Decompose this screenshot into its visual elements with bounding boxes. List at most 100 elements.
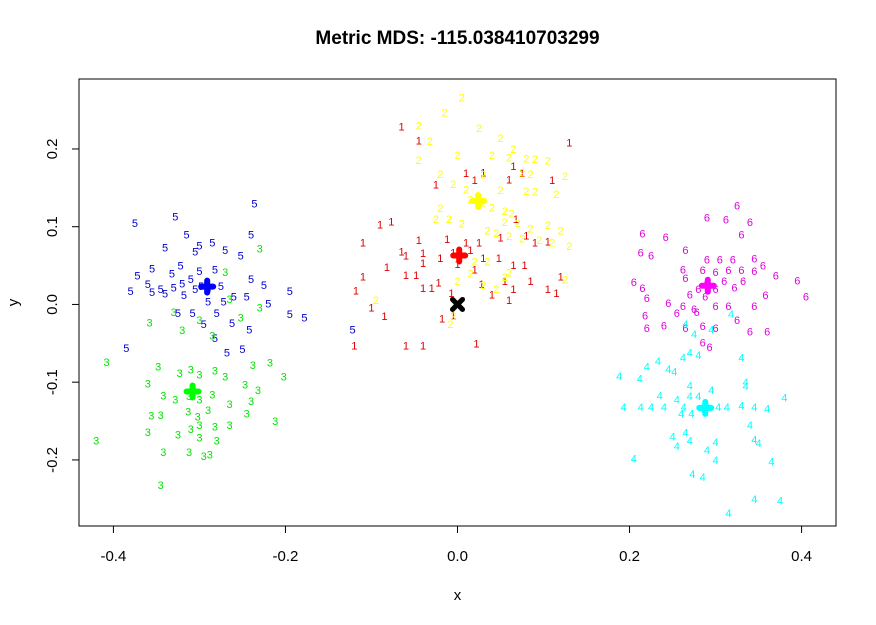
data-point-2: 2 <box>448 319 454 331</box>
data-point-5: 5 <box>192 247 198 259</box>
data-point-2: 2 <box>558 226 564 238</box>
data-point-3: 3 <box>158 410 164 422</box>
data-point-6: 6 <box>639 283 645 295</box>
data-point-1: 1 <box>368 303 374 315</box>
data-point-2: 2 <box>497 185 503 197</box>
y-axis-label: y <box>5 298 22 306</box>
data-point-2: 2 <box>528 223 534 235</box>
data-point-6: 6 <box>642 310 648 322</box>
x-tick-label: -0.2 <box>273 548 299 565</box>
data-point-4: 4 <box>681 402 687 414</box>
data-point-2: 2 <box>506 153 512 165</box>
data-point-6: 6 <box>663 232 669 244</box>
data-point-3: 3 <box>244 408 250 420</box>
data-point-6: 6 <box>723 215 729 227</box>
centroids <box>183 192 717 417</box>
data-point-4: 4 <box>743 377 749 389</box>
x-tick-label: 0.4 <box>791 548 812 565</box>
data-point-4: 4 <box>678 408 684 420</box>
data-point-2: 2 <box>519 233 525 245</box>
data-point-1: 1 <box>439 313 445 325</box>
data-point-2: 2 <box>536 235 542 247</box>
data-point-6: 6 <box>691 304 697 316</box>
data-point-5: 5 <box>169 268 175 280</box>
data-point-5: 5 <box>248 274 254 286</box>
data-point-4: 4 <box>661 402 667 414</box>
data-point-3: 3 <box>257 303 263 315</box>
data-point-1: 1 <box>489 289 495 301</box>
data-point-3: 3 <box>281 372 287 384</box>
data-point-5: 5 <box>192 284 198 296</box>
data-point-4: 4 <box>689 469 695 481</box>
centroid-marker-origin <box>450 296 465 312</box>
data-point-1: 1 <box>510 161 516 173</box>
data-point-4: 4 <box>655 356 661 368</box>
data-point-2: 2 <box>528 169 534 181</box>
y-tick-label: 0.0 <box>44 294 61 315</box>
data-point-4: 4 <box>700 472 706 484</box>
data-point-6: 6 <box>631 277 637 289</box>
data-point-3: 3 <box>238 313 244 325</box>
data-point-1: 1 <box>558 271 564 283</box>
data-point-1: 1 <box>497 233 503 245</box>
data-point-2: 2 <box>433 214 439 226</box>
data-point-1: 1 <box>467 245 473 257</box>
data-point-5: 5 <box>171 282 177 294</box>
data-point-2: 2 <box>427 136 433 148</box>
data-point-2: 2 <box>532 187 538 199</box>
data-point-3: 3 <box>226 399 232 411</box>
data-point-3: 3 <box>255 385 261 397</box>
data-point-5: 5 <box>196 240 202 252</box>
data-point-4: 4 <box>657 390 663 402</box>
centroid-marker-3 <box>183 382 202 401</box>
data-point-1: 1 <box>388 216 394 228</box>
data-point-4: 4 <box>616 371 622 383</box>
data-point-4: 4 <box>715 402 721 414</box>
data-point-6: 6 <box>648 250 654 262</box>
data-point-4: 4 <box>682 319 688 331</box>
data-point-5: 5 <box>261 280 267 292</box>
data-point-5: 5 <box>205 296 211 308</box>
x-tick-label: 0.0 <box>447 548 468 565</box>
data-point-3: 3 <box>186 447 192 459</box>
data-point-2: 2 <box>463 184 469 196</box>
data-point-5: 5 <box>212 264 218 276</box>
data-point-3: 3 <box>250 360 256 372</box>
data-point-4: 4 <box>638 402 644 414</box>
data-point-4: 4 <box>665 364 671 376</box>
data-point-4: 4 <box>756 438 762 450</box>
data-point-1: 1 <box>399 247 405 259</box>
data-point-6: 6 <box>694 307 700 319</box>
data-point-1: 1 <box>480 167 486 179</box>
data-point-2: 2 <box>459 93 465 105</box>
data-point-3: 3 <box>222 372 228 384</box>
data-point-1: 1 <box>472 264 478 276</box>
data-point-4: 4 <box>671 366 677 378</box>
data-point-3: 3 <box>222 267 228 279</box>
data-point-1: 1 <box>416 135 422 147</box>
data-point-2: 2 <box>506 268 512 280</box>
data-point-6: 6 <box>702 292 708 304</box>
data-point-5: 5 <box>246 324 252 336</box>
data-point-5: 5 <box>220 296 226 308</box>
data-point-5: 5 <box>251 198 257 210</box>
centroid-marker-5 <box>198 277 217 296</box>
data-point-4: 4 <box>728 309 734 321</box>
x-axis-label: x <box>454 587 462 604</box>
data-point-2: 2 <box>467 268 473 280</box>
data-point-1: 1 <box>519 168 525 180</box>
data-point-6: 6 <box>734 315 740 327</box>
data-point-4: 4 <box>781 393 787 405</box>
data-point-1: 1 <box>553 288 559 300</box>
data-point-5: 5 <box>123 343 129 355</box>
data-point-3: 3 <box>209 331 215 343</box>
data-point-3: 3 <box>272 416 278 428</box>
data-point-4: 4 <box>751 435 757 447</box>
data-point-5: 5 <box>265 299 271 311</box>
data-point-3: 3 <box>188 424 194 436</box>
data-point-2: 2 <box>416 155 422 167</box>
data-point-1: 1 <box>420 258 426 270</box>
data-point-1: 1 <box>444 234 450 246</box>
data-point-6: 6 <box>764 327 770 339</box>
data-point-1: 1 <box>360 237 366 249</box>
